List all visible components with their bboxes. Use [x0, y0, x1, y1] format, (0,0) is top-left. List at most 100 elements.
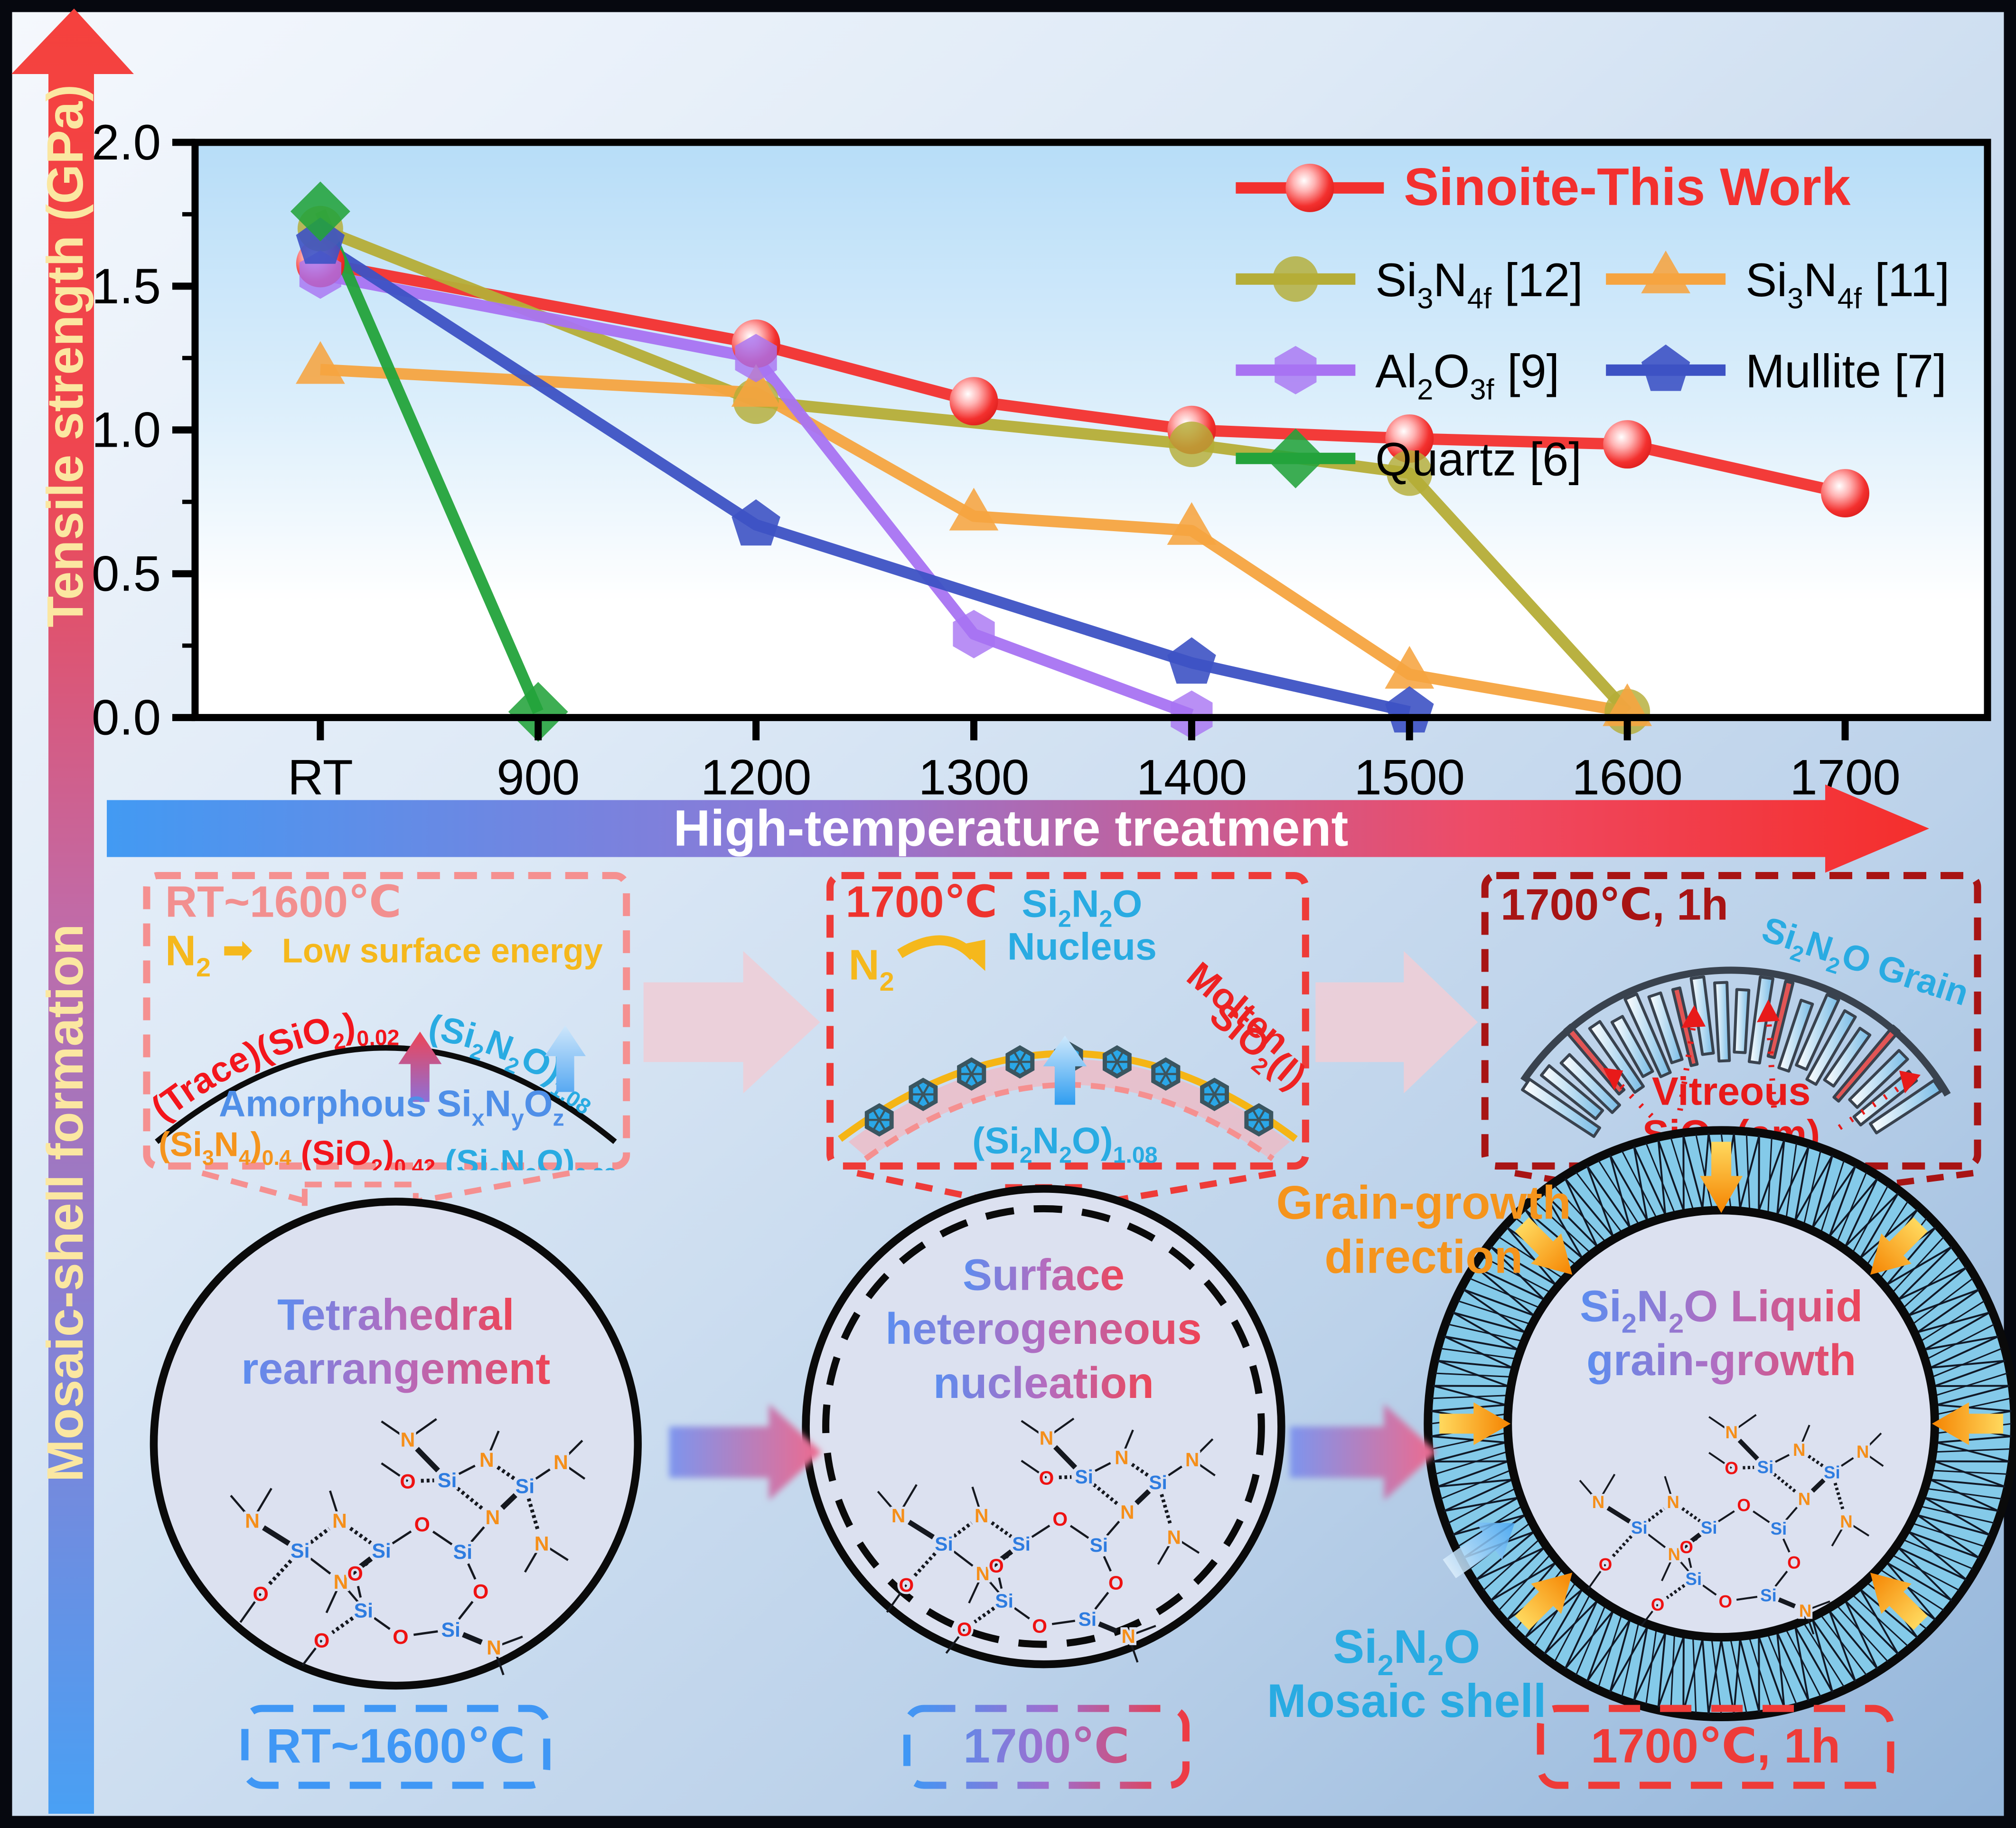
- svg-text:1500: 1500: [1354, 750, 1465, 806]
- svg-text:O: O: [393, 1626, 408, 1649]
- svg-text:O: O: [1787, 1553, 1801, 1572]
- svg-text:1400: 1400: [1136, 750, 1247, 806]
- svg-text:1.5: 1.5: [92, 259, 161, 314]
- svg-text:O: O: [1725, 1459, 1738, 1478]
- svg-text:O: O: [1737, 1495, 1751, 1515]
- svg-text:N: N: [1592, 1492, 1605, 1512]
- svg-text:Sinoite-This Work: Sinoite-This Work: [1404, 158, 1851, 216]
- mosaic-shell-pointer-arrow: [1443, 1522, 1515, 1578]
- svg-text:Si: Si: [354, 1600, 373, 1622]
- badge-1700-1h: 1700℃, 1h: [1591, 1719, 1840, 1773]
- panel2-title: 1700℃: [846, 877, 997, 926]
- mosaic-shell-label-2: Mosaic shell: [1267, 1674, 1547, 1727]
- svg-text:N: N: [534, 1533, 549, 1556]
- chart-legend: Sinoite-This Work Si3N4f [12] Si3N4f [11] A…: [1236, 158, 1950, 488]
- svg-text:900: 900: [497, 750, 580, 806]
- svg-text:Si: Si: [441, 1619, 460, 1641]
- vitreous-label-1: Vitreous: [1652, 1069, 1810, 1113]
- svg-text:N: N: [1725, 1423, 1738, 1442]
- right-arrow-icon: ➡: [222, 928, 253, 970]
- svg-text:N: N: [1122, 1625, 1135, 1647]
- high-temperature-treatment-label: High-temperature treatment: [674, 799, 1349, 857]
- svg-text:O: O: [1052, 1508, 1068, 1530]
- svg-text:Si: Si: [1149, 1472, 1167, 1493]
- circle2-title-line3: nucleation: [933, 1358, 1154, 1407]
- grain-growth-direction-label-1: Grain-growth: [1276, 1176, 1571, 1228]
- svg-text:O: O: [1599, 1555, 1613, 1575]
- svg-text:N: N: [479, 1449, 494, 1472]
- svg-text:Si: Si: [1760, 1586, 1777, 1605]
- circle2-title-line1: Surface: [963, 1250, 1125, 1299]
- svg-text:N: N: [1167, 1526, 1181, 1548]
- svg-text:Si: Si: [1078, 1608, 1097, 1630]
- mosaic-shell-label-1: Si2N2O: [1333, 1620, 1480, 1682]
- svg-text:N: N: [891, 1505, 905, 1527]
- circle1-title-line2: rearrangement: [241, 1344, 550, 1393]
- high-temperature-axis-arrow: High-temperature treatment: [106, 784, 1929, 873]
- svg-text:Si: Si: [935, 1533, 953, 1555]
- svg-text:Si: Si: [372, 1540, 391, 1563]
- inward-growth-arrows: [1439, 1142, 2003, 1630]
- circle2-title-line2: heterogeneous: [885, 1304, 1201, 1353]
- grain-outer-arc: [1520, 966, 1951, 1097]
- chart-axes: 0.0 0.5 1.0 1.5 2.0 RT 900 1200 1300 1400 1500 1600…: [92, 115, 1901, 806]
- molten-band: [848, 1059, 1290, 1159]
- circle3-title-line1: Si2N2O Liquid: [1580, 1281, 1863, 1339]
- stage-badges: RT~1600℃ 1700℃ 1700℃, 1h: [241, 1705, 1894, 1789]
- badge-1700: 1700℃: [963, 1719, 1129, 1773]
- svg-text:N: N: [1798, 1490, 1811, 1509]
- svg-text:N: N: [1793, 1440, 1806, 1460]
- tensile-strength-chart: 0.0 0.5 1.0 1.5 2.0 RT 900 1200 1300 1400 1500 1600…: [92, 115, 1991, 806]
- svg-text:O: O: [473, 1580, 488, 1603]
- svg-text:N: N: [401, 1428, 415, 1451]
- svg-text:N: N: [1185, 1449, 1199, 1471]
- svg-text:N: N: [333, 1571, 348, 1594]
- si2n2o-108-label: (Si2N2O)1.08: [972, 1119, 1157, 1168]
- svg-text:O: O: [1039, 1467, 1054, 1489]
- svg-text:Si: Si: [1701, 1518, 1717, 1537]
- svg-text:N: N: [1040, 1427, 1053, 1449]
- svg-text:0.0: 0.0: [92, 690, 161, 746]
- svg-text:Si: Si: [1631, 1518, 1648, 1537]
- svg-text:Si: Si: [438, 1469, 457, 1492]
- tensile-strength-axis-label: Tensile strength (GPa): [36, 84, 94, 628]
- panel1-title: RT~1600℃: [165, 877, 402, 926]
- svg-text:O: O: [899, 1574, 914, 1596]
- n2-label: N2: [849, 941, 894, 996]
- surface-arc: [155, 1045, 617, 1144]
- amorphous-label: Amorphous SixNyOz: [219, 1082, 564, 1131]
- svg-text:Si: Si: [1771, 1519, 1787, 1538]
- panel-rt-1600: RT~1600℃ N2 ➡ Low surface energy (Trace)…: [143, 872, 630, 1170]
- svg-text:O: O: [400, 1471, 415, 1493]
- svg-text:1600: 1600: [1572, 750, 1683, 806]
- svg-text:1.0: 1.0: [92, 403, 161, 458]
- up-arrow-blue: [544, 1025, 586, 1092]
- panel-transition-arrow-1: [643, 951, 820, 1094]
- svg-text:Si: Si: [291, 1540, 309, 1563]
- svg-text:O: O: [1108, 1572, 1124, 1594]
- svg-text:Si: Si: [1075, 1466, 1093, 1488]
- columnar-grains: [1521, 975, 1942, 1138]
- left-axis-arrow: Tensile strength (GPa) Mosaic-shell form…: [11, 8, 134, 1814]
- svg-text:1200: 1200: [701, 750, 812, 806]
- svg-text:Si: Si: [1012, 1533, 1031, 1555]
- svg-text:Si: Si: [516, 1475, 534, 1498]
- svg-text:N: N: [1799, 1601, 1812, 1621]
- nuclei-hexagons: [864, 1041, 1274, 1137]
- circle3-title-line2: grain-growth: [1586, 1335, 1856, 1385]
- si2n2o-nucleus-label-1: Si2N2O: [1022, 882, 1143, 932]
- svg-text:O: O: [1679, 1537, 1693, 1557]
- svg-text:O: O: [314, 1630, 329, 1652]
- svg-text:Si: Si: [1757, 1458, 1774, 1477]
- panel-transition-arrow-2: [1315, 951, 1478, 1094]
- nucleation-dashed-ring: [822, 1205, 1265, 1648]
- svg-text:N: N: [245, 1510, 260, 1533]
- n2-label: N2: [165, 927, 211, 982]
- circle-tetrahedral-rearrangement: Tetrahedral rearrangement SiNSiNNOOSiNSi…: [150, 1198, 642, 1690]
- svg-text:N: N: [1857, 1442, 1869, 1462]
